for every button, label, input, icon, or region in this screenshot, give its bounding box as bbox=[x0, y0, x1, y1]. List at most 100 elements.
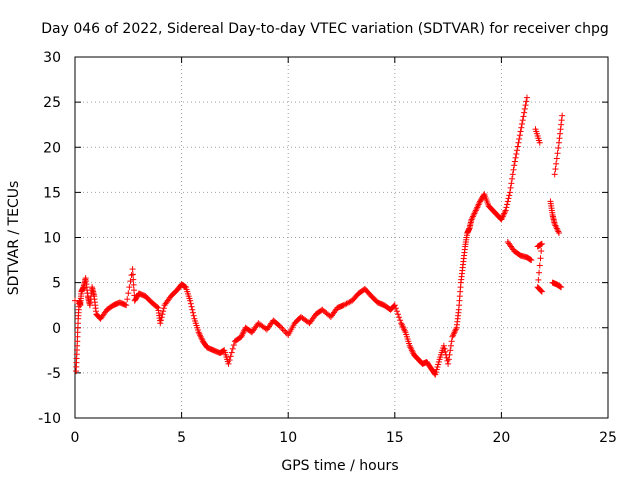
data-point-interp bbox=[516, 135, 523, 142]
data-point-interp bbox=[189, 309, 196, 316]
data-point bbox=[506, 189, 513, 196]
data-point-interp bbox=[426, 363, 433, 370]
data-point-interp bbox=[90, 291, 97, 298]
data-point-interp bbox=[122, 301, 129, 308]
data-point-interp bbox=[536, 137, 543, 144]
x-tick-label: 0 bbox=[71, 430, 80, 446]
data-point-interp bbox=[227, 353, 234, 360]
data-point-interp bbox=[154, 303, 161, 310]
data-point-interp bbox=[279, 325, 286, 332]
data-point-interp bbox=[535, 276, 542, 283]
data-point-interp bbox=[520, 113, 527, 120]
y-axis-label: SDTVAR / TECUs bbox=[6, 181, 22, 296]
data-point-interp bbox=[433, 366, 440, 373]
data-point-interp bbox=[509, 171, 516, 178]
x-axis-label: GPS time / hours bbox=[281, 458, 398, 474]
x-tick-label: 10 bbox=[279, 430, 297, 446]
data-point-interp bbox=[516, 132, 523, 139]
data-point-interp bbox=[392, 305, 399, 312]
data-point-interp bbox=[440, 345, 447, 352]
data-point-interp bbox=[406, 340, 413, 347]
data-point-interp bbox=[435, 358, 442, 365]
data-point-interp bbox=[448, 338, 455, 345]
data-point-interp bbox=[503, 204, 510, 211]
y-tick-label: 5 bbox=[52, 276, 61, 292]
data-point-interp bbox=[512, 154, 519, 161]
data-point-interp bbox=[353, 292, 360, 299]
data-point-interp bbox=[555, 145, 562, 152]
data-point-interp bbox=[513, 151, 520, 158]
data-point-interp bbox=[129, 271, 136, 278]
data-point-interp bbox=[160, 305, 167, 312]
data-point-interp bbox=[282, 328, 289, 335]
data-point-interp bbox=[527, 256, 534, 263]
data-point-interp bbox=[504, 201, 511, 208]
chart-title: Day 046 of 2022, Sidereal Day-to-day VTE… bbox=[41, 21, 609, 37]
data-point-interp bbox=[434, 364, 441, 371]
data-point-interp bbox=[433, 369, 440, 376]
data-point-interp bbox=[551, 219, 558, 226]
y-tick-label: 30 bbox=[43, 50, 61, 66]
data-point-interp bbox=[396, 314, 403, 321]
data-point-interp bbox=[366, 290, 373, 297]
data-point bbox=[511, 162, 518, 169]
x-tick-label: 25 bbox=[599, 430, 617, 446]
data-point-interp bbox=[199, 336, 206, 343]
data-point-interp bbox=[557, 283, 564, 290]
data-point-interp bbox=[447, 342, 454, 349]
y-tick-label: 25 bbox=[43, 95, 61, 111]
data-point bbox=[559, 112, 566, 119]
data-point bbox=[551, 171, 558, 178]
data-point-interp bbox=[476, 199, 483, 206]
data-point-interp bbox=[226, 357, 233, 364]
data-point-interp bbox=[393, 308, 400, 315]
data-point-interp bbox=[82, 276, 89, 283]
data-point-interp bbox=[537, 287, 544, 294]
data-point-interp bbox=[435, 361, 442, 368]
data-point-interp bbox=[124, 296, 131, 303]
data-point-interp bbox=[537, 255, 544, 262]
data-point-interp bbox=[324, 311, 331, 318]
data-point-interp bbox=[468, 217, 475, 224]
data-point-interp bbox=[290, 322, 297, 329]
data-point-interp bbox=[472, 208, 479, 215]
data-point-interp bbox=[158, 314, 165, 321]
data-point-interp bbox=[146, 297, 153, 304]
data-point-interp bbox=[507, 184, 514, 191]
data-point-interp bbox=[522, 102, 529, 109]
data-point-interp bbox=[457, 284, 464, 291]
data-point-interp bbox=[538, 248, 545, 255]
y-tick-label: 10 bbox=[43, 231, 61, 247]
data-point-interp bbox=[394, 311, 401, 318]
data-point-interp bbox=[397, 317, 404, 324]
y-tick-label: -5 bbox=[47, 366, 61, 382]
data-point-interp bbox=[558, 117, 565, 124]
data-point-interp bbox=[194, 327, 201, 334]
data-point bbox=[445, 360, 452, 367]
data-point-interp bbox=[558, 121, 565, 128]
data-point-interp bbox=[461, 246, 468, 253]
data-point-interp bbox=[556, 135, 563, 142]
data-point-interp bbox=[515, 251, 522, 258]
y-tick-label: 15 bbox=[43, 185, 61, 201]
data-point-interp bbox=[552, 166, 559, 173]
x-tick-labels: 0 5 10 15 20 25 bbox=[71, 430, 617, 446]
data-point-interp bbox=[160, 308, 167, 315]
data-point-interp bbox=[446, 351, 453, 358]
data-point-interp bbox=[538, 287, 545, 294]
grid bbox=[75, 57, 608, 418]
data-point-interp bbox=[73, 347, 80, 354]
data-point-interp bbox=[441, 345, 448, 352]
y-tick-label: -10 bbox=[38, 411, 61, 427]
data-point-interp bbox=[557, 126, 564, 133]
data-point bbox=[519, 117, 526, 124]
data-point-interp bbox=[127, 278, 134, 285]
data-point-interp bbox=[555, 228, 562, 235]
data-point-interp bbox=[75, 320, 82, 327]
data-point-interp bbox=[549, 209, 556, 216]
x-tick-label: 5 bbox=[177, 430, 186, 446]
axis-ticks bbox=[74, 56, 609, 419]
data-point-interp bbox=[157, 317, 164, 324]
data-point-interp bbox=[108, 303, 115, 310]
data-point-interp bbox=[536, 269, 543, 276]
